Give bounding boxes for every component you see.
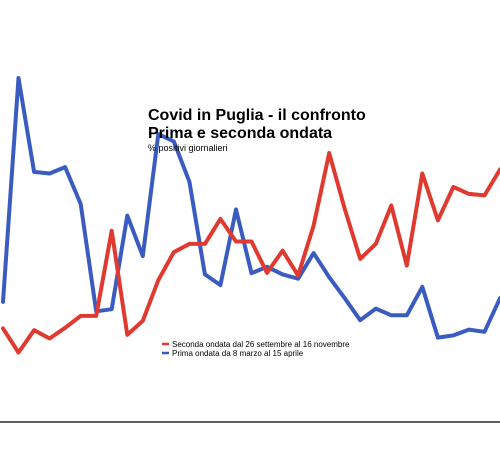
series-line-prima-ondata	[1, 76, 500, 340]
series-line-seconda-ondata	[1, 151, 500, 355]
legend-label-seconda: Seconda ondata dal 26 settembre al 16 no…	[172, 340, 350, 349]
y-axis-label: % positivi giornalieri	[148, 143, 228, 153]
chart-title: Covid in Puglia - il confronto	[148, 107, 366, 124]
chart-subtitle: Prima e seconda ondata	[148, 125, 332, 142]
legend: Seconda ondata dal 26 settembre al 16 no…	[162, 340, 350, 358]
plot-area	[1, 76, 500, 355]
legend-label-prima: Prima ondata da 8 marzo al 15 aprile	[172, 349, 304, 358]
